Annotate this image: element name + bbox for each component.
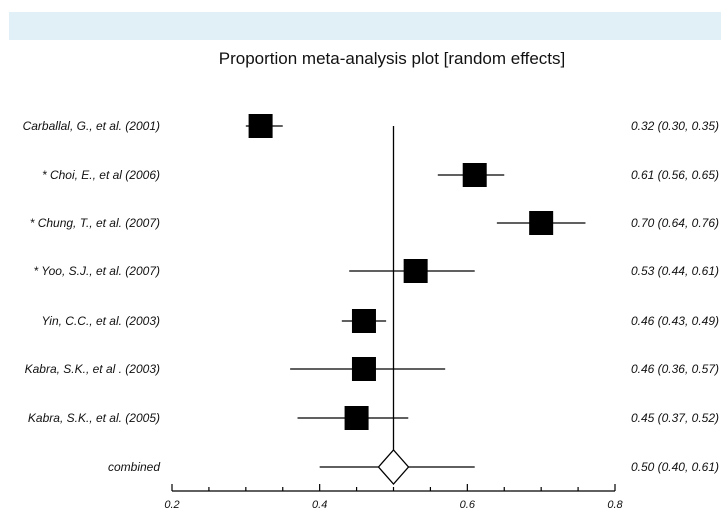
combined-diamond — [377, 449, 410, 485]
estimate-box — [344, 406, 369, 430]
ci-value-label: 0.46 (0.36, 0.57) — [631, 362, 719, 376]
estimate-box — [351, 357, 376, 381]
ci-value-label: 0.46 (0.43, 0.49) — [631, 314, 719, 328]
chart-title: Proportion meta-analysis plot [random ef… — [218, 49, 566, 68]
study-label: * Yoo, S.J., et al. (2007) — [33, 264, 160, 278]
x-tick-label: 0.8 — [607, 499, 623, 511]
ci-value-label: 0.70 (0.64, 0.76) — [631, 216, 719, 230]
estimate-box — [248, 114, 273, 138]
study-label: Yin, C.C., et al. (2003) — [42, 314, 161, 328]
estimate-box — [529, 211, 554, 235]
x-tick-label: 0.4 — [312, 499, 327, 511]
estimate-box — [351, 309, 376, 333]
study-label: * Choi, E., et al (2006) — [42, 168, 160, 182]
combined-ci-value-label: 0.50 (0.40, 0.61) — [631, 460, 719, 474]
ci-value-label: 0.53 (0.44, 0.61) — [631, 264, 719, 278]
top-band — [9, 12, 721, 40]
ci-value-label: 0.61 (0.56, 0.65) — [631, 168, 719, 182]
estimate-box — [462, 163, 487, 187]
combined-label: combined — [108, 460, 160, 474]
study-label: Kabra, S.K., et al. (2005) — [28, 411, 160, 425]
x-tick-label: 0.2 — [164, 499, 179, 511]
estimate-box — [403, 259, 428, 283]
study-label: * Chung, T., et al. (2007) — [30, 216, 160, 230]
ci-value-label: 0.45 (0.37, 0.52) — [631, 411, 719, 425]
ci-value-label: 0.32 (0.30, 0.35) — [631, 119, 719, 133]
x-tick-label: 0.6 — [460, 499, 476, 511]
study-label: Carballal, G., et al. (2001) — [23, 119, 160, 133]
study-label: Kabra, S.K., et al . (2003) — [25, 362, 160, 376]
